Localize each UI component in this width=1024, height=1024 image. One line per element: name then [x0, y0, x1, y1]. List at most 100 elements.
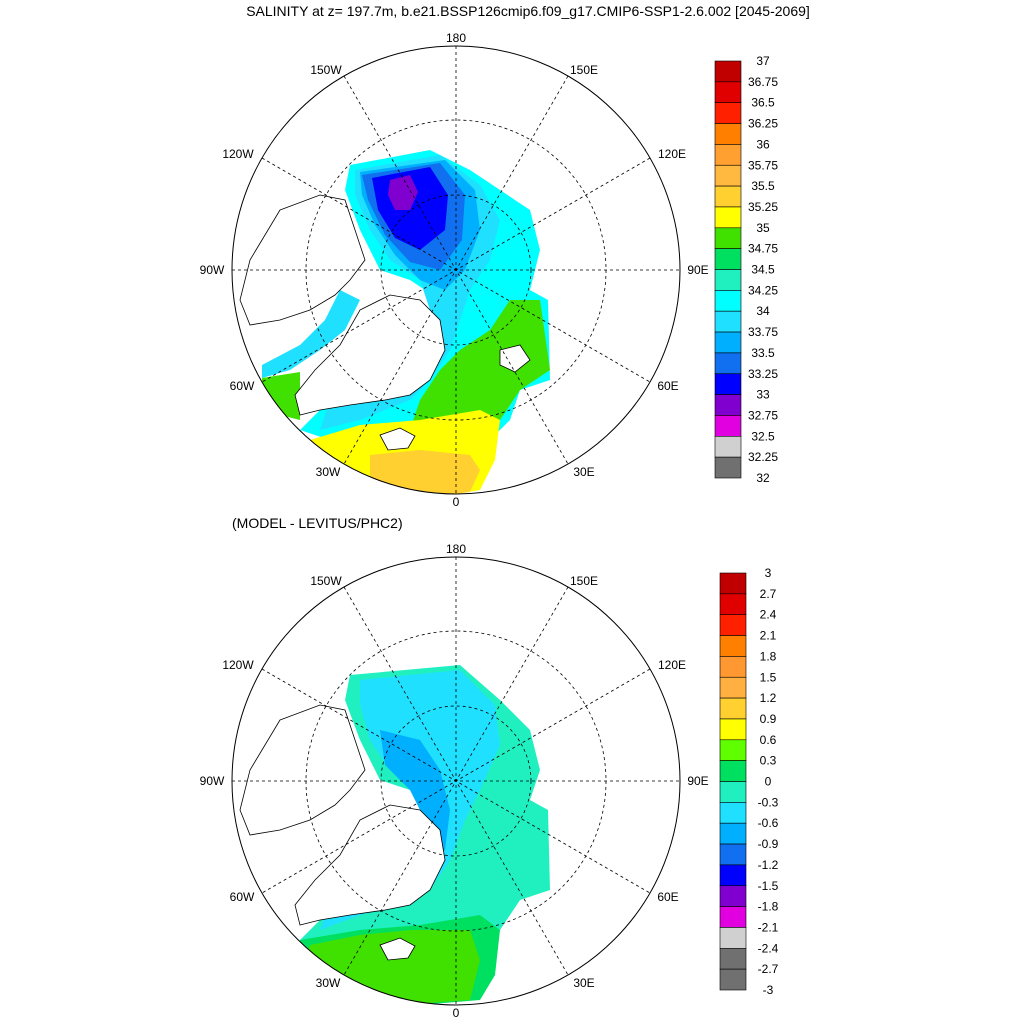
cb-bottom-swatch-19	[719, 968, 747, 991]
lon-90e-bottom: 90E	[687, 774, 708, 788]
cb-top-label-15: 33.25	[748, 367, 778, 381]
cb-top-label-9: 34.75	[748, 242, 778, 256]
ocean-field-baffin	[262, 290, 360, 378]
lon-150w-bottom: 150W	[310, 574, 342, 588]
ocean-field-labrador	[262, 372, 300, 420]
cb-top-label-20: 32	[756, 471, 770, 485]
cb-bottom-label-15: -1.5	[758, 879, 779, 893]
lon-30w-top: 30W	[316, 465, 341, 479]
lon-90w-top: 90W	[200, 263, 225, 277]
iceland	[379, 427, 416, 451]
lon-150w-top: 150W	[310, 63, 342, 77]
cb-bottom-label-5: 1.5	[760, 670, 777, 684]
cb-bottom-label-14: -1.2	[758, 858, 779, 872]
cb-top-swatch-15	[714, 373, 742, 395]
cb-bottom-swatch-13	[719, 843, 747, 866]
cb-top-swatch-14	[714, 352, 742, 375]
cb-top-label-16: 33	[756, 388, 770, 402]
lon-90w-bottom: 90W	[200, 774, 225, 788]
diff-field-minus0p6	[320, 670, 500, 930]
cb-bottom-label-19: -2.7	[758, 962, 779, 976]
greenland	[294, 294, 446, 416]
salinity-map: 180 150E 120E 90E 60E 30E 0 30W 60W 90W …	[200, 31, 709, 509]
cb-top-swatch-19	[714, 456, 742, 479]
cb-top-label-14: 33.5	[751, 346, 775, 360]
cb-bottom-swatch-14	[719, 864, 747, 887]
colorbar-difference: 3 2.7 2.4 2.1 1.8 1.5 1.2 0.9 0.6 0.3 0 -0.3 -0.6 -0.…	[719, 566, 779, 997]
cb-bottom-swatch-16	[719, 906, 747, 928]
colorbar-salinity: 37 36.75 36.5 36.25 36 35.75 35.5 35.25 35 34.75 3…	[714, 54, 778, 485]
cb-top-swatch-5	[714, 164, 742, 187]
canadian-arctic	[239, 194, 366, 326]
graticule-top	[232, 46, 680, 494]
ocean-field-33	[388, 175, 418, 210]
cb-bottom-swatch-11	[719, 802, 747, 824]
cb-top-swatch-2	[714, 102, 742, 124]
land-bottom-arctic	[239, 704, 366, 836]
cb-top-swatch-6	[714, 185, 742, 208]
cb-top-label-6: 35.5	[751, 179, 775, 193]
lon-120e-bottom: 120E	[658, 658, 686, 672]
cb-bottom-swatch-15	[719, 885, 747, 907]
cb-bottom-swatch-6	[719, 697, 747, 720]
lon-60e-top: 60E	[657, 379, 678, 393]
ocean-field-atlantic-35p5	[370, 450, 480, 494]
cb-bottom-label-17: -2.1	[758, 920, 779, 934]
lon-30w-bottom: 30W	[316, 976, 341, 990]
lon-30e-top: 30E	[573, 465, 594, 479]
land-bottom-greenland	[294, 804, 446, 926]
cb-bottom-label-6: 1.2	[760, 691, 777, 705]
cb-top-label-13: 33.75	[748, 325, 778, 339]
cb-bottom-swatch-1	[719, 593, 747, 615]
cb-bottom-swatch-17	[719, 927, 747, 949]
cb-top-label-2: 36.5	[751, 96, 775, 110]
cb-bottom-swatch-0	[719, 572, 747, 595]
cb-bottom-label-3: 2.1	[760, 629, 777, 643]
lon-150e-top: 150E	[570, 63, 598, 77]
lon-30e-bottom: 30E	[573, 976, 594, 990]
cb-top-swatch-4	[714, 144, 742, 166]
cb-bottom-swatch-4	[719, 656, 747, 678]
cb-top-label-3: 36.25	[748, 117, 778, 131]
cb-bottom-swatch-18	[719, 947, 747, 970]
lon-0-top: 0	[453, 495, 460, 509]
cb-top-label-12: 34	[756, 304, 770, 318]
cb-top-label-10: 34.5	[751, 263, 775, 277]
cb-bottom-swatch-2	[719, 614, 747, 636]
lon-120e-top: 120E	[658, 147, 686, 161]
cb-bottom-swatch-5	[719, 676, 747, 699]
cb-bottom-label-12: -0.6	[758, 816, 779, 830]
cb-top-swatch-16	[714, 394, 742, 416]
cb-bottom-swatch-7	[719, 718, 747, 741]
cb-top-swatch-3	[714, 123, 742, 145]
graticule-bottom	[232, 557, 680, 1005]
cb-bottom-swatch-9	[719, 760, 747, 782]
cb-top-label-7: 35.25	[748, 200, 778, 214]
cb-top-swatch-1	[714, 81, 742, 103]
cb-top-swatch-7	[714, 206, 742, 229]
lon-120w-bottom: 120W	[222, 658, 254, 672]
cb-bottom-label-7: 0.9	[760, 712, 777, 726]
lon-90e-top: 90E	[687, 263, 708, 277]
cb-top-label-11: 34.25	[748, 283, 778, 297]
cb-bottom-label-4: 1.8	[760, 649, 777, 663]
svalbard	[499, 344, 531, 373]
cb-top-swatch-13	[714, 331, 742, 354]
lon-60w-top: 60W	[230, 379, 255, 393]
lon-180-bottom: 180	[446, 542, 466, 556]
lon-180-top: 180	[446, 31, 466, 45]
cb-bottom-label-18: -2.4	[758, 941, 779, 955]
cb-bottom-label-1: 2.7	[760, 587, 777, 601]
lon-120w-top: 120W	[222, 147, 254, 161]
cb-top-swatch-18	[714, 435, 742, 458]
cb-top-label-0: 37	[756, 54, 770, 68]
cb-top-label-18: 32.5	[751, 429, 775, 443]
cb-bottom-label-10: 0	[765, 775, 772, 789]
cb-top-label-1: 36.75	[748, 75, 778, 89]
cb-bottom-label-8: 0.6	[760, 733, 777, 747]
cb-bottom-label-16: -1.8	[758, 900, 779, 914]
cb-bottom-label-2: 2.4	[760, 608, 777, 622]
difference-map: 180 150E 120E 90E 60E 30E 0 30W 60W 90W …	[200, 542, 709, 1020]
cb-bottom-swatch-3	[719, 635, 747, 657]
